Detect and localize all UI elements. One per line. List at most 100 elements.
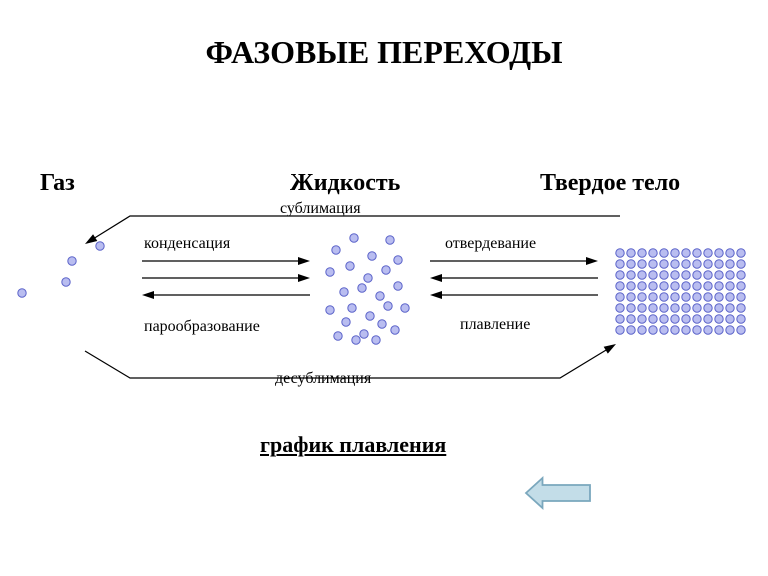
particle-solid	[660, 271, 668, 279]
particle-solid	[726, 326, 734, 334]
particle-solid	[682, 249, 690, 257]
particle-solid	[671, 315, 679, 323]
particle-liquid	[378, 320, 386, 328]
solid-mid-left-head	[430, 274, 442, 282]
particle-solid	[660, 293, 668, 301]
particle-solid	[616, 271, 624, 279]
particle-liquid	[401, 304, 409, 312]
particle-solid	[682, 293, 690, 301]
particle-solid	[616, 315, 624, 323]
particle-solid	[638, 260, 646, 268]
particle-solid	[616, 260, 624, 268]
particle-solid	[704, 326, 712, 334]
particle-solid	[649, 293, 657, 301]
particle-solid	[627, 271, 635, 279]
particle-solid	[704, 304, 712, 312]
particle-solid	[638, 282, 646, 290]
particle-solid	[627, 315, 635, 323]
particle-solid	[704, 260, 712, 268]
particle-solid	[682, 304, 690, 312]
particle-solid	[693, 249, 701, 257]
particle-solid	[616, 282, 624, 290]
particle-liquid	[326, 268, 334, 276]
particle-solid	[715, 249, 723, 257]
liquid-mid-right-head	[298, 274, 310, 282]
particle-solid	[638, 293, 646, 301]
particle-solid	[693, 271, 701, 279]
back-arrow-icon[interactable]	[526, 478, 590, 508]
particle-solid	[693, 282, 701, 290]
condensation-arrow-head	[298, 257, 310, 265]
particle-liquid	[386, 236, 394, 244]
particle-solid	[649, 304, 657, 312]
particle-solid	[693, 326, 701, 334]
particle-solid	[682, 326, 690, 334]
particle-liquid	[326, 306, 334, 314]
particle-solid	[726, 315, 734, 323]
particle-solid	[660, 304, 668, 312]
particle-solid	[649, 326, 657, 334]
particle-solid	[649, 315, 657, 323]
particle-solid	[616, 304, 624, 312]
particle-solid	[715, 315, 723, 323]
particle-liquid	[340, 288, 348, 296]
particle-solid	[737, 293, 745, 301]
particle-solid	[671, 249, 679, 257]
particle-solid	[737, 260, 745, 268]
particle-solid	[682, 282, 690, 290]
particle-solid	[638, 304, 646, 312]
particle-solid	[649, 249, 657, 257]
particle-gas	[18, 289, 26, 297]
particle-solid	[649, 271, 657, 279]
particle-solid	[616, 249, 624, 257]
particle-solid	[693, 293, 701, 301]
particle-liquid	[342, 318, 350, 326]
particle-solid	[726, 260, 734, 268]
particle-solid	[638, 249, 646, 257]
particle-solid	[726, 271, 734, 279]
particle-liquid	[391, 326, 399, 334]
particle-liquid	[358, 284, 366, 292]
particle-solid	[671, 282, 679, 290]
particle-solid	[737, 326, 745, 334]
particle-liquid	[346, 262, 354, 270]
diagram-stage: ФАЗОВЫЕ ПЕРЕХОДЫ Газ Жидкость Твердое те…	[0, 0, 768, 576]
particle-solid	[627, 293, 635, 301]
particle-solid	[671, 260, 679, 268]
particle-solid	[671, 304, 679, 312]
particle-liquid	[368, 252, 376, 260]
particle-solid	[649, 282, 657, 290]
particle-solid	[627, 282, 635, 290]
particle-liquid	[372, 336, 380, 344]
particle-solid	[715, 260, 723, 268]
particle-solid	[715, 271, 723, 279]
particle-liquid	[364, 274, 372, 282]
particle-solid	[715, 293, 723, 301]
particle-solid	[737, 249, 745, 257]
melting-arrow-head	[430, 291, 442, 299]
particle-gas	[96, 242, 104, 250]
particle-solid	[704, 282, 712, 290]
particle-solid	[660, 260, 668, 268]
particle-liquid	[394, 282, 402, 290]
particle-solid	[737, 315, 745, 323]
particle-solid	[715, 326, 723, 334]
particle-solid	[638, 271, 646, 279]
particle-solid	[682, 271, 690, 279]
particle-liquid	[334, 332, 342, 340]
particle-solid	[693, 315, 701, 323]
particle-liquid	[394, 256, 402, 264]
particle-solid	[627, 249, 635, 257]
particle-solid	[737, 282, 745, 290]
particle-solid	[638, 326, 646, 334]
particle-solid	[704, 315, 712, 323]
particle-solid	[737, 304, 745, 312]
particle-liquid	[332, 246, 340, 254]
sublimation-arrow-head	[85, 234, 97, 244]
particle-solid	[726, 293, 734, 301]
particle-solid	[704, 293, 712, 301]
desublimation-arrow-head	[604, 344, 616, 354]
particle-solid	[627, 326, 635, 334]
particle-solid	[660, 315, 668, 323]
particle-solid	[715, 282, 723, 290]
